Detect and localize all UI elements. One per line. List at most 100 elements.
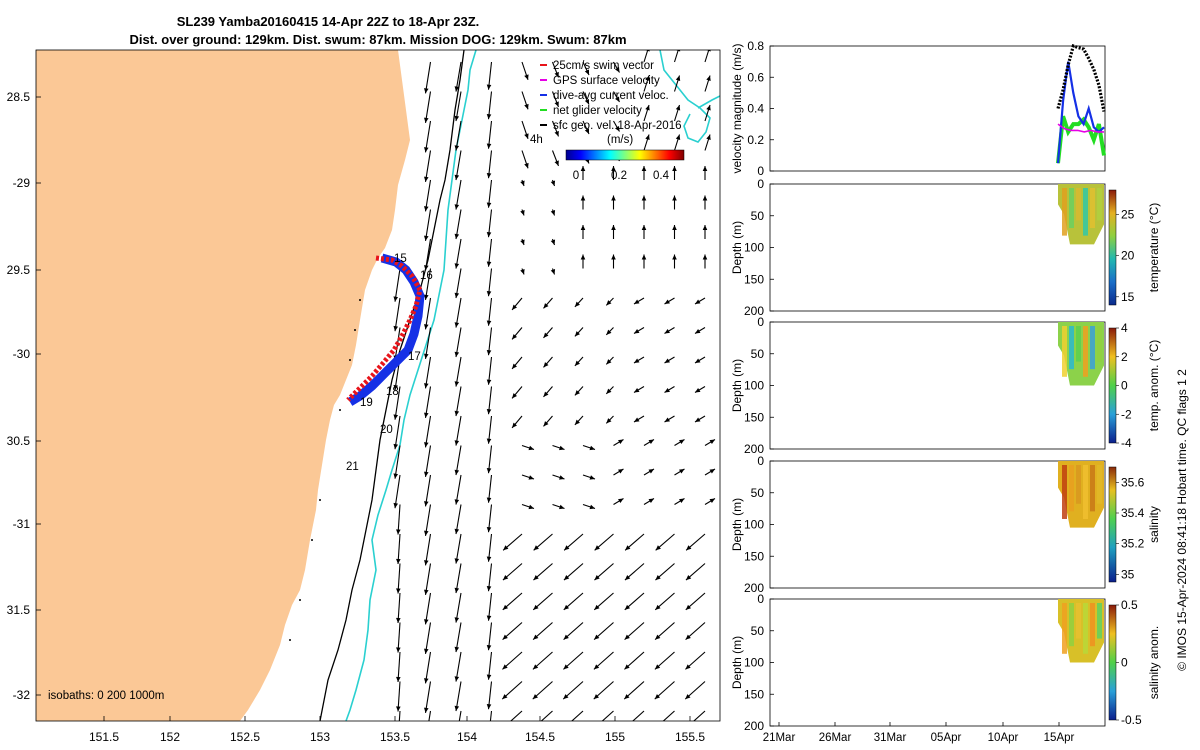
panel-ytick-label: 50: [751, 624, 765, 638]
profile-streak: [1062, 465, 1067, 519]
velocity-arrow: [571, 710, 584, 721]
profile-panel: 0 50 100 150 200 Depth (m) 15 20 25 temperature (…: [730, 177, 1161, 318]
time-xtick-label: 10Apr: [988, 732, 1019, 744]
velocity-arrow: [394, 415, 401, 450]
velocity-arrowhead: [550, 239, 556, 245]
velocity-arrowhead: [512, 363, 518, 369]
velocity-arrowhead: [615, 96, 620, 103]
velocity-arrow: [424, 179, 432, 212]
velocity-arrowhead: [624, 694, 630, 700]
panel-ytick-label: 0: [757, 592, 764, 606]
velocity-arrowhead: [486, 143, 492, 149]
map-ytick-label: -29: [13, 176, 31, 190]
coast-marker: [354, 329, 356, 331]
velocity-arrowhead: [648, 498, 654, 504]
velocity-arrowhead: [454, 646, 460, 653]
velocity-arrowhead: [424, 383, 429, 389]
velocity-arrowhead: [396, 706, 401, 712]
velocity-arrowhead: [611, 254, 616, 260]
velocity-arrowhead: [524, 133, 529, 139]
velocity-arrow: [424, 563, 432, 595]
day-labels: 15 16 17 18 19 20 21: [346, 253, 433, 473]
velocity-arrowhead: [520, 269, 525, 275]
velocity-arrow: [654, 741, 674, 750]
velocity-arrowhead: [634, 328, 640, 334]
velocity-arrowhead: [454, 558, 460, 564]
chart-subtitle: Dist. over ground: 129km. Dist. swum: 87…: [129, 32, 626, 47]
panel-ytick-label: 200: [744, 581, 764, 595]
velocity-arrowhead: [655, 724, 660, 729]
time-xtick-label: 15Apr: [1044, 732, 1075, 744]
velocity-arrowhead: [702, 254, 708, 260]
panel-ytick-label: 0.2: [747, 133, 764, 147]
velocity-arrowhead: [648, 469, 654, 474]
profile-streak: [1076, 188, 1081, 221]
velocity-arrow: [397, 681, 401, 712]
velocity-arrowhead: [645, 134, 650, 140]
velocity-arrowhead: [685, 664, 691, 670]
panel-ytick-label: 50: [751, 347, 765, 361]
velocity-arrowhead: [454, 528, 460, 535]
colorbar-tick-label: 2: [1121, 350, 1128, 364]
velocity-arrowhead: [486, 615, 492, 621]
velocity-arrowhead: [593, 694, 599, 700]
map-ytick-label: 29.5: [7, 263, 31, 277]
velocity-arrowhead: [675, 75, 681, 81]
velocity-arrowhead: [634, 358, 640, 363]
velocity-arrowhead: [615, 126, 620, 132]
coast-marker: [289, 639, 291, 641]
colorbar-tick-label: 35.2: [1121, 537, 1145, 551]
velocity-arrow: [424, 415, 432, 448]
velocity-arrowhead: [624, 604, 631, 610]
panel-ytick-label: 0.8: [747, 39, 764, 53]
velocity-arrowhead: [563, 724, 568, 729]
map-ytick-label: 31.5: [7, 603, 31, 617]
velocity-arrowhead: [486, 556, 492, 562]
map-xtick-label: 153.5: [380, 730, 410, 744]
velocity-arrowhead: [574, 331, 580, 337]
velocity-arrowhead: [533, 545, 539, 551]
velocity-arrowhead: [393, 414, 399, 420]
velocity-arrow: [458, 710, 462, 721]
velocity-arrowhead: [424, 206, 429, 212]
velocity-arrowhead: [624, 634, 630, 640]
velocity-arrowhead: [396, 676, 401, 682]
velocity-arrowhead: [664, 328, 670, 334]
velocity-arrowhead: [524, 74, 529, 80]
velocity-arrowhead: [584, 98, 589, 105]
velocity-arrow: [394, 445, 401, 479]
velocity-arrowhead: [695, 328, 701, 334]
profile-streak: [1097, 326, 1102, 362]
velocity-arrowhead: [709, 439, 715, 445]
colorbar-label: temp. anom. (°C): [1147, 340, 1161, 432]
profile-streak: [1083, 465, 1088, 519]
velocity-arrowhead: [559, 504, 565, 510]
velocity-arrowhead: [486, 674, 492, 680]
velocity-arrow: [397, 563, 401, 594]
velocity-arrowhead: [580, 254, 586, 260]
day-label: 19: [360, 397, 373, 409]
coast-marker: [299, 599, 301, 601]
velocity-arrow: [424, 150, 432, 182]
velocity-arrowhead: [533, 604, 539, 610]
velocity-arrowhead: [486, 349, 492, 356]
speed-colorbar-tick: 0.4: [653, 170, 670, 182]
velocity-arrowhead: [512, 334, 518, 340]
velocity-arrowhead: [706, 105, 711, 111]
velocity-arrowhead: [454, 204, 460, 210]
velocity-arrowhead: [512, 304, 518, 310]
map-ytick-label: -30: [13, 347, 31, 361]
velocity-arrowhead: [550, 210, 556, 216]
colorbar-label: salinity: [1147, 506, 1161, 543]
panel-colorbar: [1108, 604, 1117, 721]
velocity-arrowhead: [543, 362, 549, 368]
velocity-arrowhead: [503, 545, 509, 551]
velocity-arrowhead: [645, 75, 650, 81]
panel-ytick-label: 0.6: [747, 70, 764, 84]
velocity-arrowhead: [396, 529, 401, 535]
velocity-arrowhead: [645, 105, 650, 111]
velocity-arrowhead: [486, 438, 492, 444]
velocity-arrowhead: [424, 707, 429, 713]
velocity-arrowhead: [563, 634, 569, 640]
velocity-arrowhead: [502, 604, 509, 610]
